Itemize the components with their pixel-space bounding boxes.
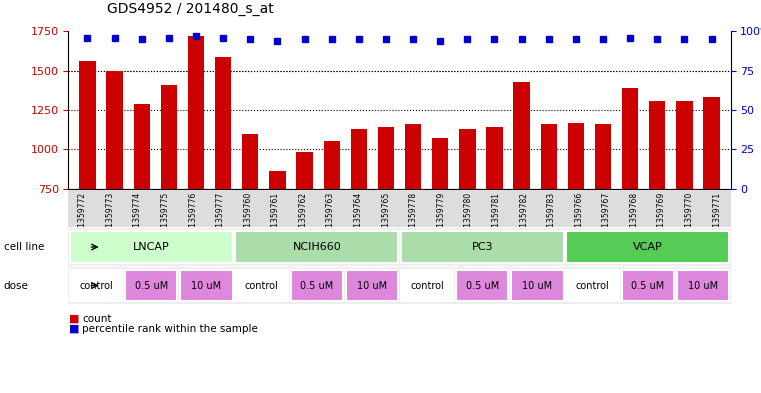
Bar xyxy=(432,138,448,189)
Bar xyxy=(401,231,564,263)
Bar xyxy=(351,129,367,189)
Bar xyxy=(405,124,422,189)
Bar xyxy=(677,270,729,301)
Bar xyxy=(215,57,231,189)
Text: GSM1359767: GSM1359767 xyxy=(602,192,611,243)
Bar xyxy=(125,270,177,301)
Bar xyxy=(486,127,502,189)
Text: GSM1359775: GSM1359775 xyxy=(161,192,170,243)
Bar xyxy=(595,124,611,189)
Bar xyxy=(188,36,204,189)
Bar xyxy=(291,270,343,301)
Bar xyxy=(622,270,674,301)
Text: GSM1359766: GSM1359766 xyxy=(575,192,584,243)
Text: GSM1359773: GSM1359773 xyxy=(105,192,114,243)
Bar xyxy=(677,101,693,189)
Text: 10 uM: 10 uM xyxy=(522,281,552,290)
Text: LNCAP: LNCAP xyxy=(133,242,170,252)
Text: GSM1359760: GSM1359760 xyxy=(244,192,253,243)
Bar xyxy=(540,124,557,189)
Bar xyxy=(456,270,508,301)
Bar xyxy=(377,127,394,189)
Text: dose: dose xyxy=(4,281,29,290)
Text: PC3: PC3 xyxy=(472,242,493,252)
Text: GSM1359765: GSM1359765 xyxy=(381,192,390,243)
Text: GSM1359772: GSM1359772 xyxy=(78,192,87,243)
Text: GSM1359782: GSM1359782 xyxy=(519,192,528,243)
Text: GSM1359768: GSM1359768 xyxy=(629,192,638,243)
Text: GSM1359779: GSM1359779 xyxy=(436,192,445,243)
Bar xyxy=(107,71,123,189)
Bar xyxy=(235,270,288,301)
Text: GSM1359777: GSM1359777 xyxy=(215,192,224,243)
Bar xyxy=(401,270,454,301)
Text: 0.5 uM: 0.5 uM xyxy=(466,281,499,290)
Bar xyxy=(703,97,720,189)
Bar xyxy=(622,88,638,189)
Bar xyxy=(566,270,619,301)
Text: 10 uM: 10 uM xyxy=(688,281,718,290)
Text: percentile rank within the sample: percentile rank within the sample xyxy=(82,324,258,334)
Text: control: control xyxy=(576,281,610,290)
Text: 0.5 uM: 0.5 uM xyxy=(300,281,333,290)
Text: VCAP: VCAP xyxy=(633,242,663,252)
Text: GSM1359780: GSM1359780 xyxy=(464,192,473,243)
Bar xyxy=(242,134,259,189)
Bar xyxy=(161,85,177,189)
Text: GSM1359783: GSM1359783 xyxy=(546,192,556,243)
Bar xyxy=(70,270,123,301)
Text: NCIH660: NCIH660 xyxy=(292,242,341,252)
Text: GDS4952 / 201480_s_at: GDS4952 / 201480_s_at xyxy=(107,2,273,16)
Text: cell line: cell line xyxy=(4,242,44,252)
Text: GSM1359776: GSM1359776 xyxy=(188,192,197,243)
Text: GSM1359770: GSM1359770 xyxy=(685,192,694,243)
Text: GSM1359764: GSM1359764 xyxy=(354,192,363,243)
Bar xyxy=(459,129,476,189)
Bar xyxy=(568,123,584,189)
Bar xyxy=(70,231,233,263)
Text: control: control xyxy=(79,281,113,290)
Text: GSM1359771: GSM1359771 xyxy=(712,192,721,243)
Bar xyxy=(514,82,530,189)
Text: ■: ■ xyxy=(68,314,79,324)
Text: GSM1359762: GSM1359762 xyxy=(298,192,307,243)
Text: 0.5 uM: 0.5 uM xyxy=(631,281,664,290)
Text: GSM1359781: GSM1359781 xyxy=(492,192,501,243)
Text: control: control xyxy=(410,281,444,290)
Bar xyxy=(235,231,398,263)
Text: 10 uM: 10 uM xyxy=(357,281,387,290)
Text: GSM1359778: GSM1359778 xyxy=(409,192,418,243)
Bar xyxy=(134,104,150,189)
Bar xyxy=(345,270,398,301)
Bar xyxy=(566,231,729,263)
Text: GSM1359774: GSM1359774 xyxy=(133,192,142,243)
Text: 10 uM: 10 uM xyxy=(191,281,221,290)
Bar xyxy=(180,270,233,301)
Text: control: control xyxy=(245,281,279,290)
Text: 0.5 uM: 0.5 uM xyxy=(135,281,168,290)
Text: GSM1359769: GSM1359769 xyxy=(657,192,666,243)
Bar xyxy=(323,141,340,189)
Bar xyxy=(79,61,96,189)
Bar xyxy=(511,270,564,301)
Text: GSM1359763: GSM1359763 xyxy=(326,192,335,243)
Text: count: count xyxy=(82,314,112,324)
Text: ■: ■ xyxy=(68,324,79,334)
Bar xyxy=(649,101,665,189)
Bar xyxy=(269,171,285,189)
Bar xyxy=(297,152,313,189)
Text: GSM1359761: GSM1359761 xyxy=(271,192,280,243)
